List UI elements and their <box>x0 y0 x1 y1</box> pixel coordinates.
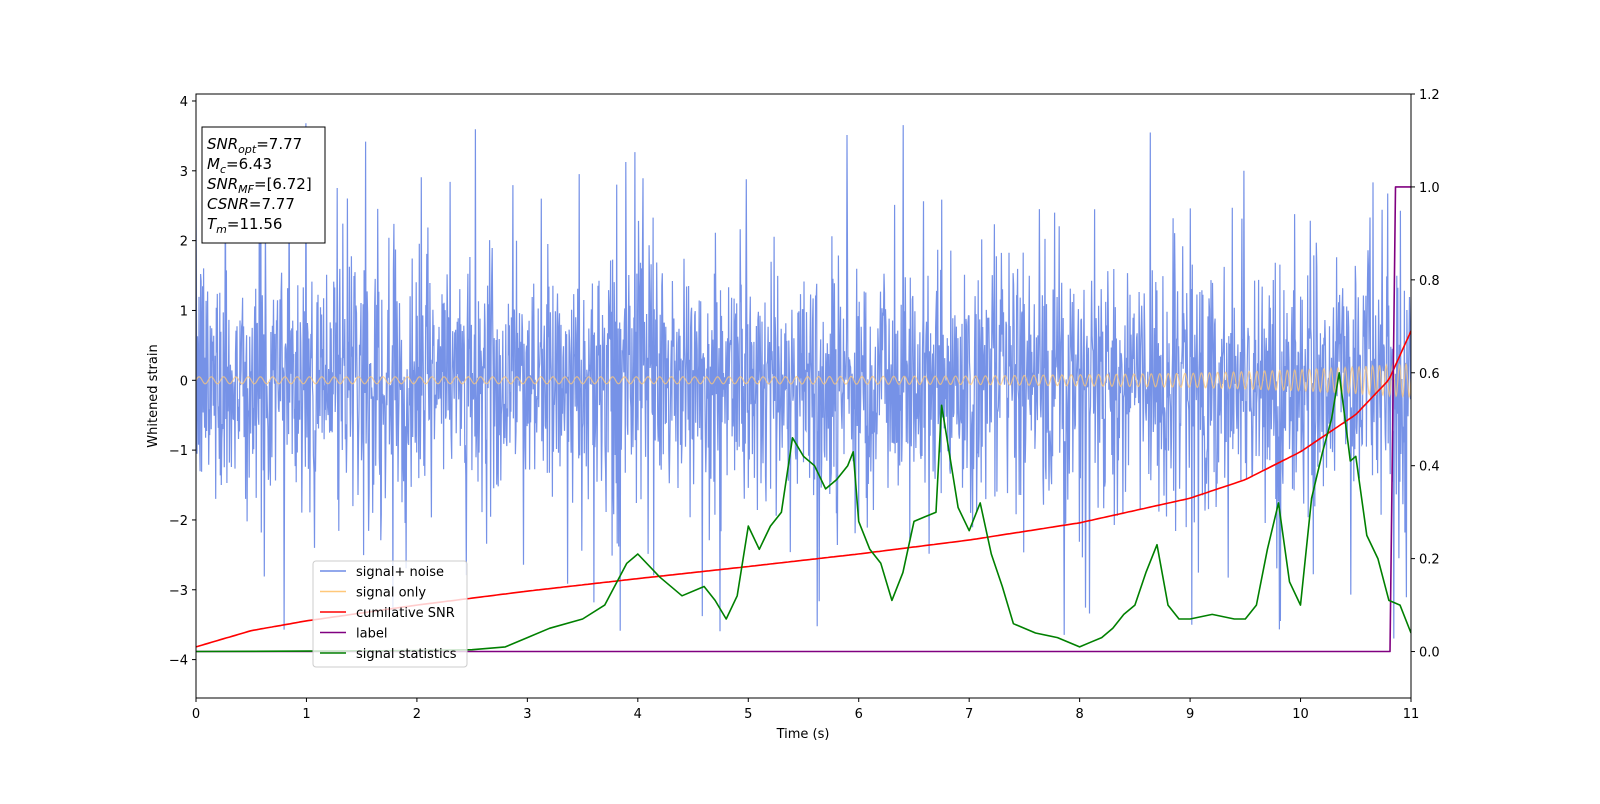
y-left-tick-label: 1 <box>180 304 188 319</box>
info-line: Mc=6.43 <box>207 155 272 176</box>
info-line: SNRMF=[6.72] <box>207 175 312 196</box>
series-signal-only <box>196 362 1411 399</box>
legend-label: signal+ noise <box>356 565 444 580</box>
y-left-tick-label: −2 <box>169 514 188 529</box>
y-left-tick-label: −4 <box>169 654 188 669</box>
legend: signal+ noise signal only cumilative SNR la… <box>312 560 468 668</box>
legend-label: signal statistics <box>356 647 457 662</box>
info-line: SNRopt=7.77 <box>207 135 302 156</box>
legend-frame <box>312 560 468 668</box>
x-tick-label: 4 <box>634 707 642 722</box>
x-axis-label: Time (s) <box>776 727 830 742</box>
legend-label: label <box>356 627 387 642</box>
y-right-tick-label: 0.2 <box>1419 553 1440 568</box>
y-right-tick-label: 0.8 <box>1419 274 1440 289</box>
legend-label: signal only <box>356 586 426 601</box>
x-tick-label: 9 <box>1186 707 1194 722</box>
y-left-tick-label: −3 <box>169 584 188 599</box>
x-tick-label: 0 <box>192 707 200 722</box>
x-tick-label: 7 <box>965 707 973 722</box>
info-line: CSNR=7.77 <box>207 195 295 213</box>
x-axis: 0 1 2 3 4 5 6 7 8 9 10 11 <box>192 698 1419 722</box>
x-tick-label: 3 <box>523 707 531 722</box>
x-tick-label: 8 <box>1075 707 1083 722</box>
info-line: Tm=11.56 <box>207 215 282 236</box>
y-left-tick-label: 3 <box>180 165 188 180</box>
x-tick-label: 5 <box>744 707 752 722</box>
y-left-tick-label: 2 <box>180 235 188 250</box>
x-tick-label: 10 <box>1292 707 1309 722</box>
y-left-tick-label: 0 <box>180 374 188 389</box>
x-tick-label: 6 <box>855 707 863 722</box>
y-left-tick-label: −1 <box>169 444 188 459</box>
y-axis-left: −4 −3 −2 −1 0 1 2 3 4 <box>169 95 196 669</box>
y-left-tick-label: 4 <box>180 95 188 110</box>
info-box-frame <box>201 126 326 244</box>
y-right-tick-label: 0.6 <box>1419 367 1440 382</box>
series-label <box>196 186 1411 653</box>
plot-frame <box>195 93 1412 699</box>
x-tick-label: 1 <box>302 707 310 722</box>
series-signal-noise <box>196 123 1411 639</box>
y-right-tick-label: 1.0 <box>1419 181 1440 196</box>
y-axis-label: Whitened strain <box>146 344 161 447</box>
series-signal-statistics <box>196 372 1411 653</box>
x-tick-label: 2 <box>413 707 421 722</box>
legend-label: cumilative SNR <box>356 606 455 621</box>
y-right-tick-label: 0.0 <box>1419 646 1440 661</box>
x-tick-label: 11 <box>1403 707 1420 722</box>
y-right-tick-label: 0.4 <box>1419 460 1440 475</box>
y-right-tick-label: 1.2 <box>1419 88 1440 103</box>
y-axis-right: 0.0 0.2 0.4 0.6 0.8 1.0 1.2 <box>1411 88 1440 661</box>
